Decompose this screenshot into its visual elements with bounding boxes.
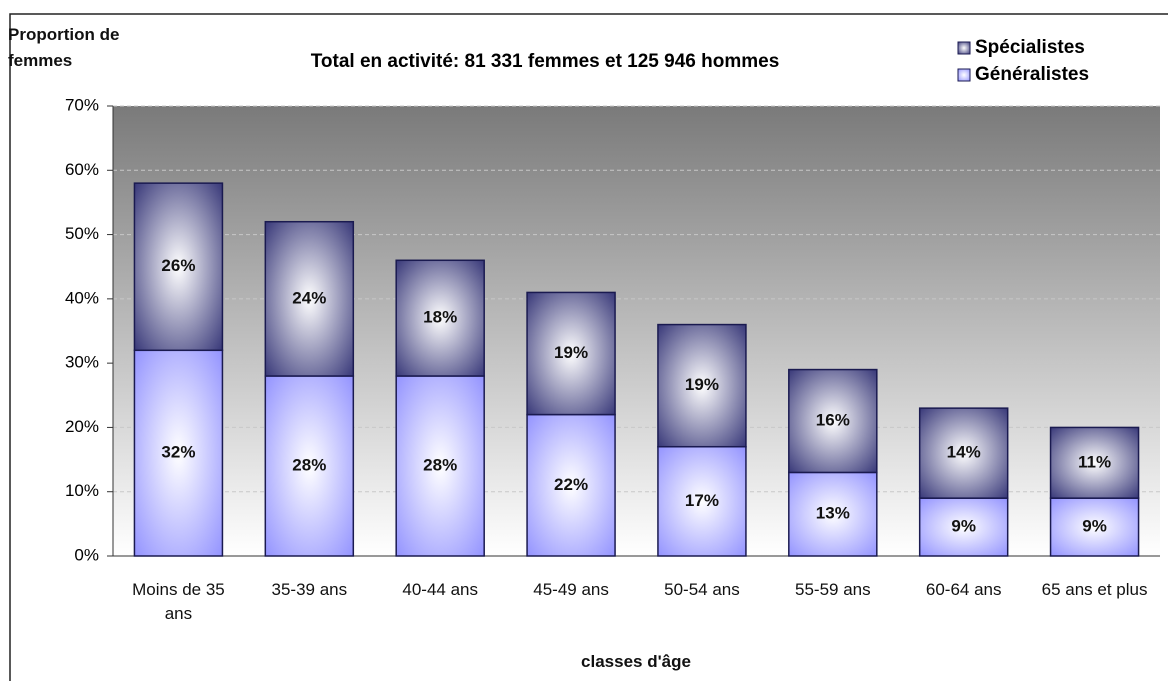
data-label: 16% [816, 410, 850, 429]
x-axis-label: classes d'âge [581, 652, 691, 671]
y-tick-label: 20% [65, 417, 99, 436]
x-tick-label: 50-54 ans [664, 580, 740, 599]
bar-segment [526, 413, 616, 557]
data-label: 19% [685, 375, 719, 394]
legend-swatch [957, 68, 971, 82]
bar-segment [526, 291, 616, 416]
bar-segment [788, 471, 878, 557]
y-tick-label: 60% [65, 160, 99, 179]
x-tick-label: 45-49 ans [533, 580, 609, 599]
data-label: 17% [685, 491, 719, 510]
y-tick-label: 70% [65, 95, 99, 114]
y-axis-label: Proportion de femmes [8, 25, 120, 70]
x-tick-label: 60-64 ans [925, 580, 1002, 599]
bar-segment [395, 375, 485, 557]
y-tick-label: 40% [65, 288, 99, 307]
y-tick-label: 0% [74, 545, 99, 564]
data-label: 32% [161, 443, 195, 462]
x-tick-label: 35-39 ans [271, 580, 348, 599]
data-label: 19% [554, 343, 588, 362]
data-label: 28% [292, 455, 326, 474]
frame [9, 13, 1168, 681]
bar-segment [788, 368, 878, 474]
data-label: 9% [951, 517, 976, 536]
bar-segment [264, 375, 355, 557]
data-label: 14% [947, 443, 981, 462]
bar-segment [918, 407, 1009, 499]
bar-segment [395, 259, 485, 377]
bar-segment [1049, 497, 1140, 557]
x-tick-label: 40-44 ans [402, 580, 478, 599]
bar-segment [657, 323, 747, 448]
legend-label: Généralistes [975, 64, 1089, 85]
data-label: 22% [554, 475, 588, 494]
bar-segment [264, 220, 355, 377]
y-tick-label: 10% [65, 481, 99, 500]
data-label: 11% [1078, 452, 1111, 471]
data-label: 13% [816, 504, 850, 523]
x-tick-label: Moins de 35 ans [132, 580, 225, 623]
y-tick-label: 50% [65, 224, 99, 243]
bar-segment [133, 182, 224, 352]
bar-segment [1049, 426, 1140, 499]
x-tick-label: 55-59 ans [795, 580, 871, 599]
data-label: 26% [161, 256, 195, 275]
chart-title: Total en activité: 81 331 femmes et 125 … [311, 51, 780, 72]
legend-label: Spécialistes [975, 37, 1085, 58]
x-tick-label: 65 ans et plus [1041, 580, 1148, 599]
bar-segment [657, 445, 747, 557]
bar-segment [133, 349, 224, 557]
y-tick-label: 30% [65, 353, 99, 372]
data-label: 18% [423, 308, 457, 327]
data-label: 28% [423, 455, 457, 474]
data-label: 9% [1082, 517, 1107, 536]
data-label: 24% [292, 288, 326, 307]
legend-swatch [957, 41, 971, 55]
